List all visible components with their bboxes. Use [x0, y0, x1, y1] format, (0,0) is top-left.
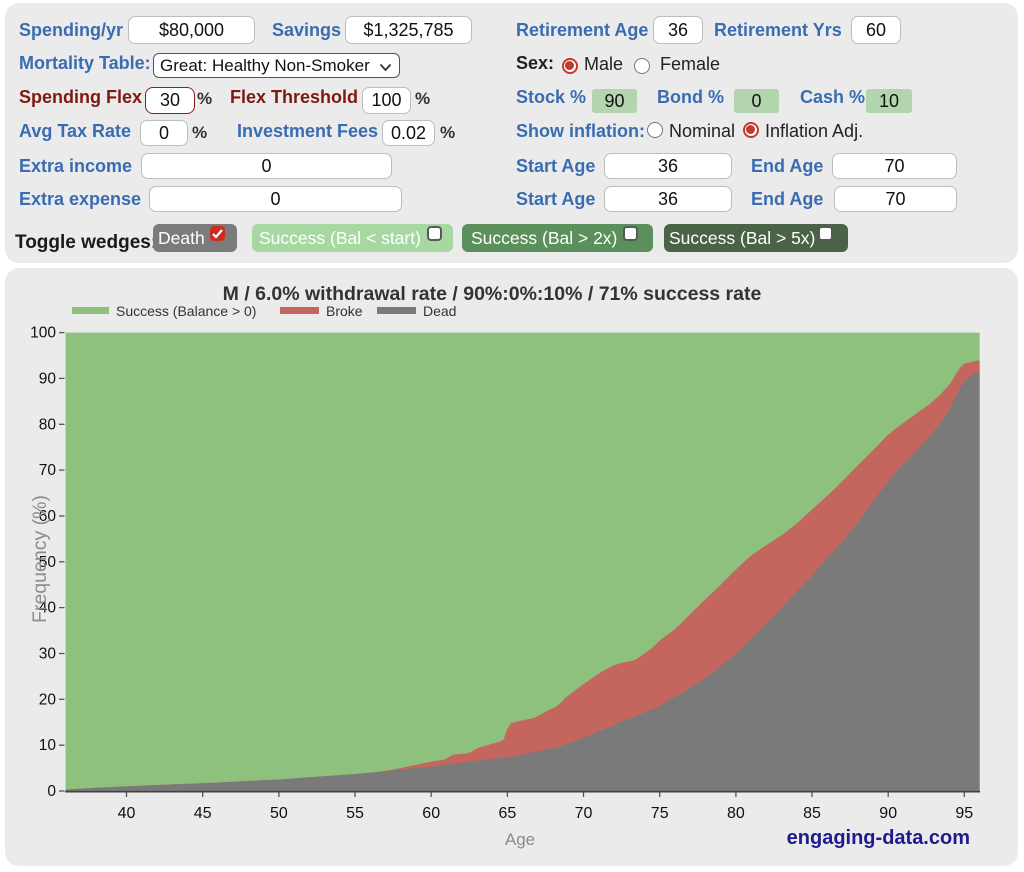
svg-text:Age: Age [505, 830, 535, 849]
svg-text:50: 50 [39, 554, 57, 571]
svg-text:85: 85 [803, 805, 821, 822]
svg-text:engaging-data.com: engaging-data.com [787, 827, 970, 849]
svg-text:60: 60 [422, 805, 440, 822]
svg-text:95: 95 [955, 805, 973, 822]
svg-text:65: 65 [499, 805, 517, 822]
svg-text:30: 30 [39, 646, 57, 663]
svg-text:10: 10 [39, 737, 57, 754]
svg-text:Frequency (%): Frequency (%) [29, 495, 51, 623]
svg-text:50: 50 [270, 805, 288, 822]
svg-text:40: 40 [118, 805, 136, 822]
svg-text:70: 70 [575, 805, 593, 822]
svg-text:55: 55 [346, 805, 364, 822]
svg-text:75: 75 [651, 805, 669, 822]
svg-text:40: 40 [39, 600, 57, 617]
svg-text:45: 45 [194, 805, 212, 822]
svg-text:90: 90 [879, 805, 897, 822]
svg-text:60: 60 [39, 508, 57, 525]
svg-text:0: 0 [47, 783, 56, 800]
svg-text:70: 70 [39, 462, 57, 479]
svg-text:90: 90 [39, 370, 57, 387]
svg-text:20: 20 [39, 691, 57, 708]
svg-text:80: 80 [39, 416, 57, 433]
svg-text:80: 80 [727, 805, 745, 822]
svg-text:100: 100 [30, 325, 56, 342]
